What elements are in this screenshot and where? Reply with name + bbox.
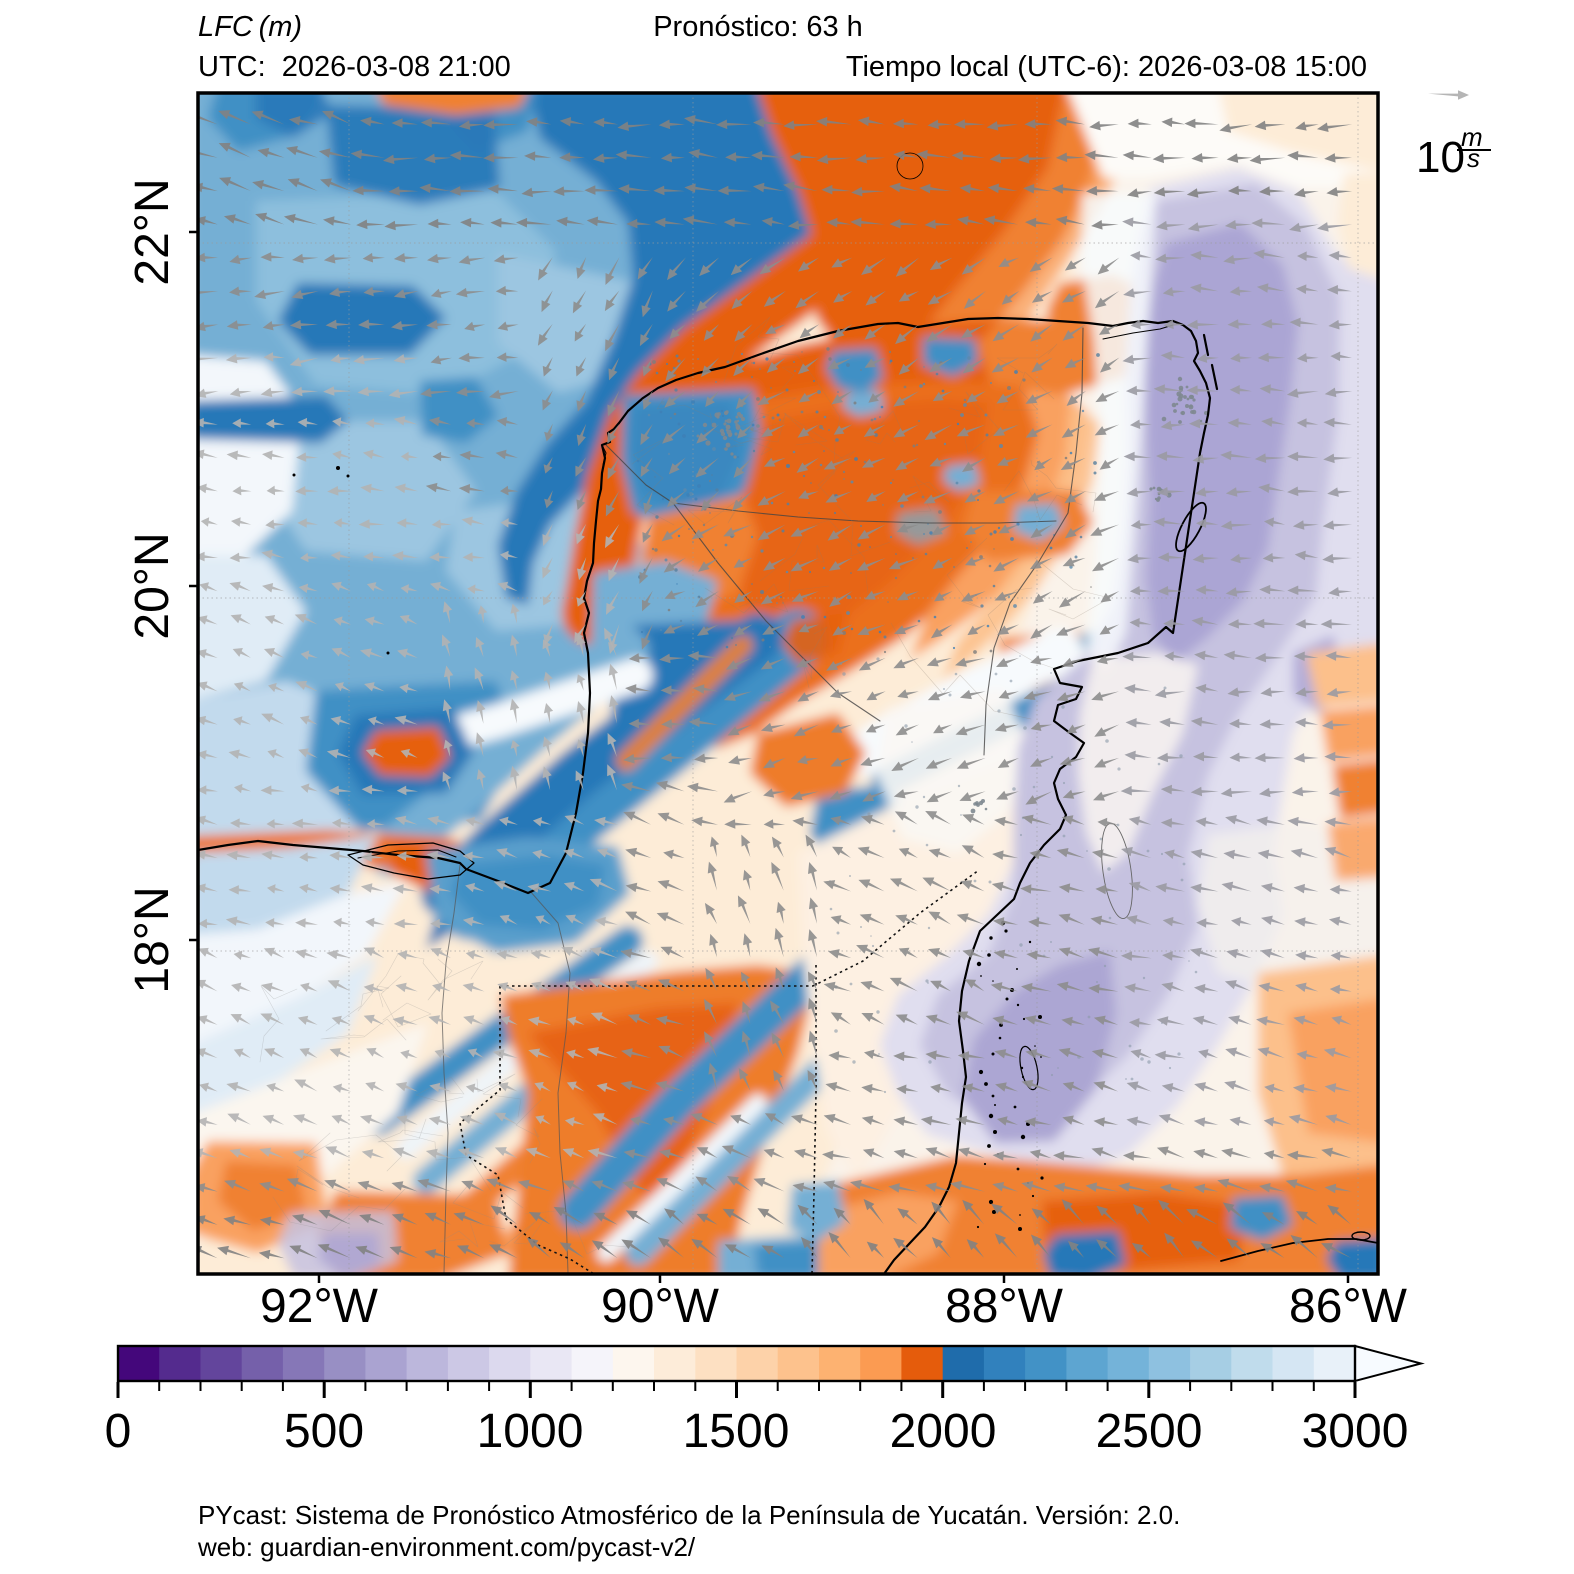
svg-text:m: m bbox=[1461, 122, 1483, 152]
svg-text:PYcast: Sistema de Pronóstico: PYcast: Sistema de Pronóstico Atmosféric… bbox=[198, 1500, 1180, 1530]
svg-text:1500: 1500 bbox=[683, 1405, 790, 1458]
svg-text:Pronóstico: 63 h: Pronóstico: 63 h bbox=[653, 11, 863, 43]
svg-text:0: 0 bbox=[105, 1405, 132, 1458]
svg-text:3000: 3000 bbox=[1302, 1405, 1409, 1458]
svg-text:Tiempo local (UTC-6): 2026-03-: Tiempo local (UTC-6): 2026-03-08 15:00 bbox=[846, 51, 1367, 83]
svg-text:18°N: 18°N bbox=[126, 886, 179, 993]
svg-text:2500: 2500 bbox=[1096, 1405, 1203, 1458]
svg-text:88°W: 88°W bbox=[945, 1280, 1064, 1333]
svg-text:s: s bbox=[1467, 143, 1480, 173]
svg-text:LFC (m): LFC (m) bbox=[198, 11, 302, 43]
svg-text:86°W: 86°W bbox=[1289, 1280, 1408, 1333]
svg-text:1000: 1000 bbox=[477, 1405, 584, 1458]
svg-text:web: guardian-environment.com/: web: guardian-environment.com/pycast-v2/ bbox=[197, 1532, 696, 1562]
svg-text:10: 10 bbox=[1416, 133, 1465, 182]
svg-text:22°N: 22°N bbox=[126, 178, 179, 285]
svg-text:UTC: 2026-03-08 21:00: UTC: 2026-03-08 21:00 bbox=[198, 51, 511, 83]
svg-text:90°W: 90°W bbox=[601, 1280, 720, 1333]
svg-text:20°N: 20°N bbox=[126, 532, 179, 639]
svg-text:500: 500 bbox=[284, 1405, 364, 1458]
svg-text:2000: 2000 bbox=[890, 1405, 997, 1458]
svg-text:92°W: 92°W bbox=[260, 1280, 379, 1333]
